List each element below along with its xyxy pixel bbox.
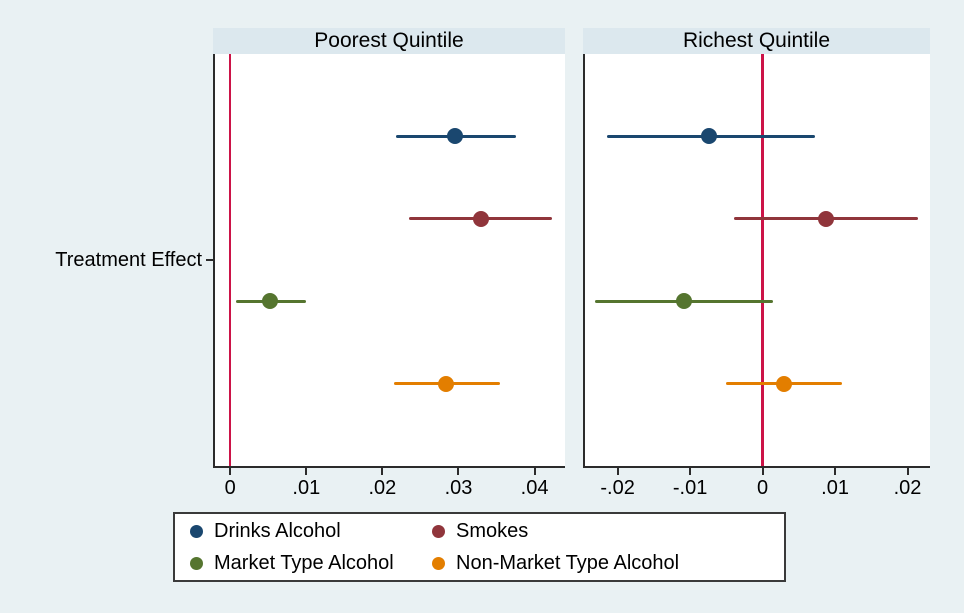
legend-marker-icon (432, 524, 445, 538)
x-axis-tick-label: .04 (520, 477, 549, 499)
x-axis-tick (616, 468, 619, 475)
legend-label: Market Type Alcohol (214, 551, 394, 574)
point-estimate-marker (447, 128, 464, 145)
x-axis-tick (689, 468, 692, 475)
x-axis-tick (305, 468, 308, 475)
x-axis-tick-label: .02 (893, 477, 922, 499)
x-axis-tick-label: .01 (292, 477, 321, 499)
point-estimate-marker (472, 210, 489, 227)
panel-richest-quintile: Richest Quintile -.02 -.01 0 .01 .02 (583, 28, 930, 499)
x-axis-tick-label: 0 (224, 477, 236, 499)
legend-label: Drinks Alcohol (214, 519, 341, 542)
legend-marker-icon (432, 556, 445, 570)
x-axis-tick-label: -.01 (672, 477, 708, 499)
legend-marker-icon (190, 556, 203, 570)
legend-item: Non-Market Type Alcohol (432, 549, 784, 578)
point-estimate-marker (676, 293, 693, 310)
legend-label: Non-Market Type Alcohol (456, 551, 680, 574)
y-axis-tick (206, 259, 215, 261)
zero-reference-line (228, 54, 232, 466)
zero-reference-line (761, 54, 764, 466)
legend-item: Smokes (432, 517, 784, 546)
point-estimate-marker (437, 375, 454, 392)
x-axis-tick-label: 0 (757, 477, 769, 499)
point-estimate-marker (261, 293, 278, 310)
panel-title: Poorest Quintile (213, 28, 565, 54)
x-axis-tick (229, 468, 232, 475)
legend-marker-icon (190, 524, 203, 538)
x-axis-tick-label: -.02 (600, 477, 635, 499)
y-axis-label: Treatment Effect (55, 249, 202, 271)
legend: Drinks Alcohol Smokes Market Type Alcohol N… (173, 512, 786, 582)
x-axis-tick (381, 468, 384, 475)
x-axis-tick (906, 468, 909, 475)
legend-item: Market Type Alcohol (190, 549, 432, 578)
point-estimate-marker (817, 210, 834, 227)
x-axis-tick (761, 468, 764, 475)
x-axis-tick-label: .01 (821, 477, 849, 499)
point-estimate-marker (700, 128, 717, 145)
x-axis-tick-label: .03 (444, 477, 473, 499)
x-axis-tick (533, 468, 536, 475)
x-axis-tick (834, 468, 837, 475)
panel-poorest-quintile: Poorest Quintile 0 .01 .02 .03 .04 (213, 28, 565, 499)
x-axis-tick (457, 468, 460, 475)
panel-title: Richest Quintile (583, 28, 930, 54)
point-estimate-marker (775, 375, 792, 392)
plot-area: -.02 -.01 0 .01 .02 (583, 54, 930, 499)
legend-item: Drinks Alcohol (190, 517, 432, 546)
legend-label: Smokes (456, 519, 529, 542)
plot-area: 0 .01 .02 .03 .04 (213, 54, 565, 499)
x-axis-tick-label: .02 (368, 477, 397, 499)
